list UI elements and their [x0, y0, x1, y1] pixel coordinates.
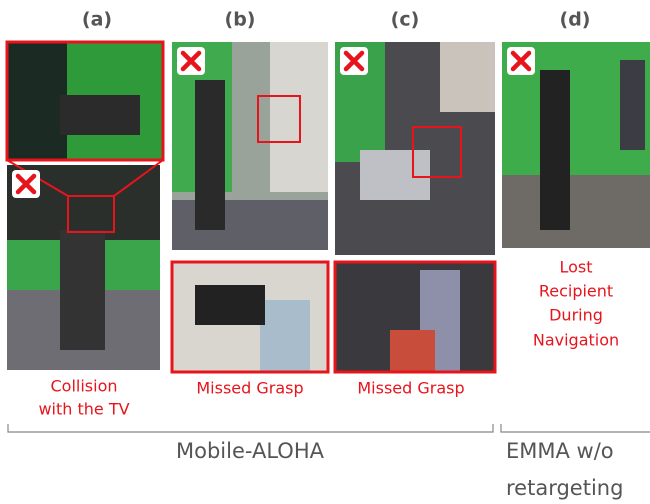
caption: Navigation [533, 331, 619, 350]
caption: During [549, 306, 603, 325]
panel-label: (a) [82, 9, 112, 31]
caption: Missed Grasp [357, 379, 464, 398]
caption: with the TV [38, 400, 129, 419]
photo-c [335, 42, 495, 255]
panel-label: (c) [391, 9, 420, 31]
caption: Recipient [539, 282, 613, 301]
group-bracket [500, 424, 650, 433]
photo-a [6, 159, 164, 370]
caption: Collision [50, 377, 117, 396]
group-label: EMMA w/o [506, 439, 614, 463]
panel-label: (b) [225, 9, 256, 31]
group-bracket [7, 424, 494, 433]
photo-a-zoom [5, 40, 165, 162]
caption: Missed Grasp [196, 379, 303, 398]
group-label: Mobile-ALOHA [176, 439, 325, 463]
photo-b-zoom [170, 260, 330, 374]
group-label: retargeting [506, 476, 623, 500]
photo-b [172, 42, 328, 250]
panel-label: (d) [560, 9, 591, 31]
photo-c-zoom [333, 260, 497, 374]
photo-d [502, 42, 650, 248]
caption: Lost [559, 258, 592, 277]
